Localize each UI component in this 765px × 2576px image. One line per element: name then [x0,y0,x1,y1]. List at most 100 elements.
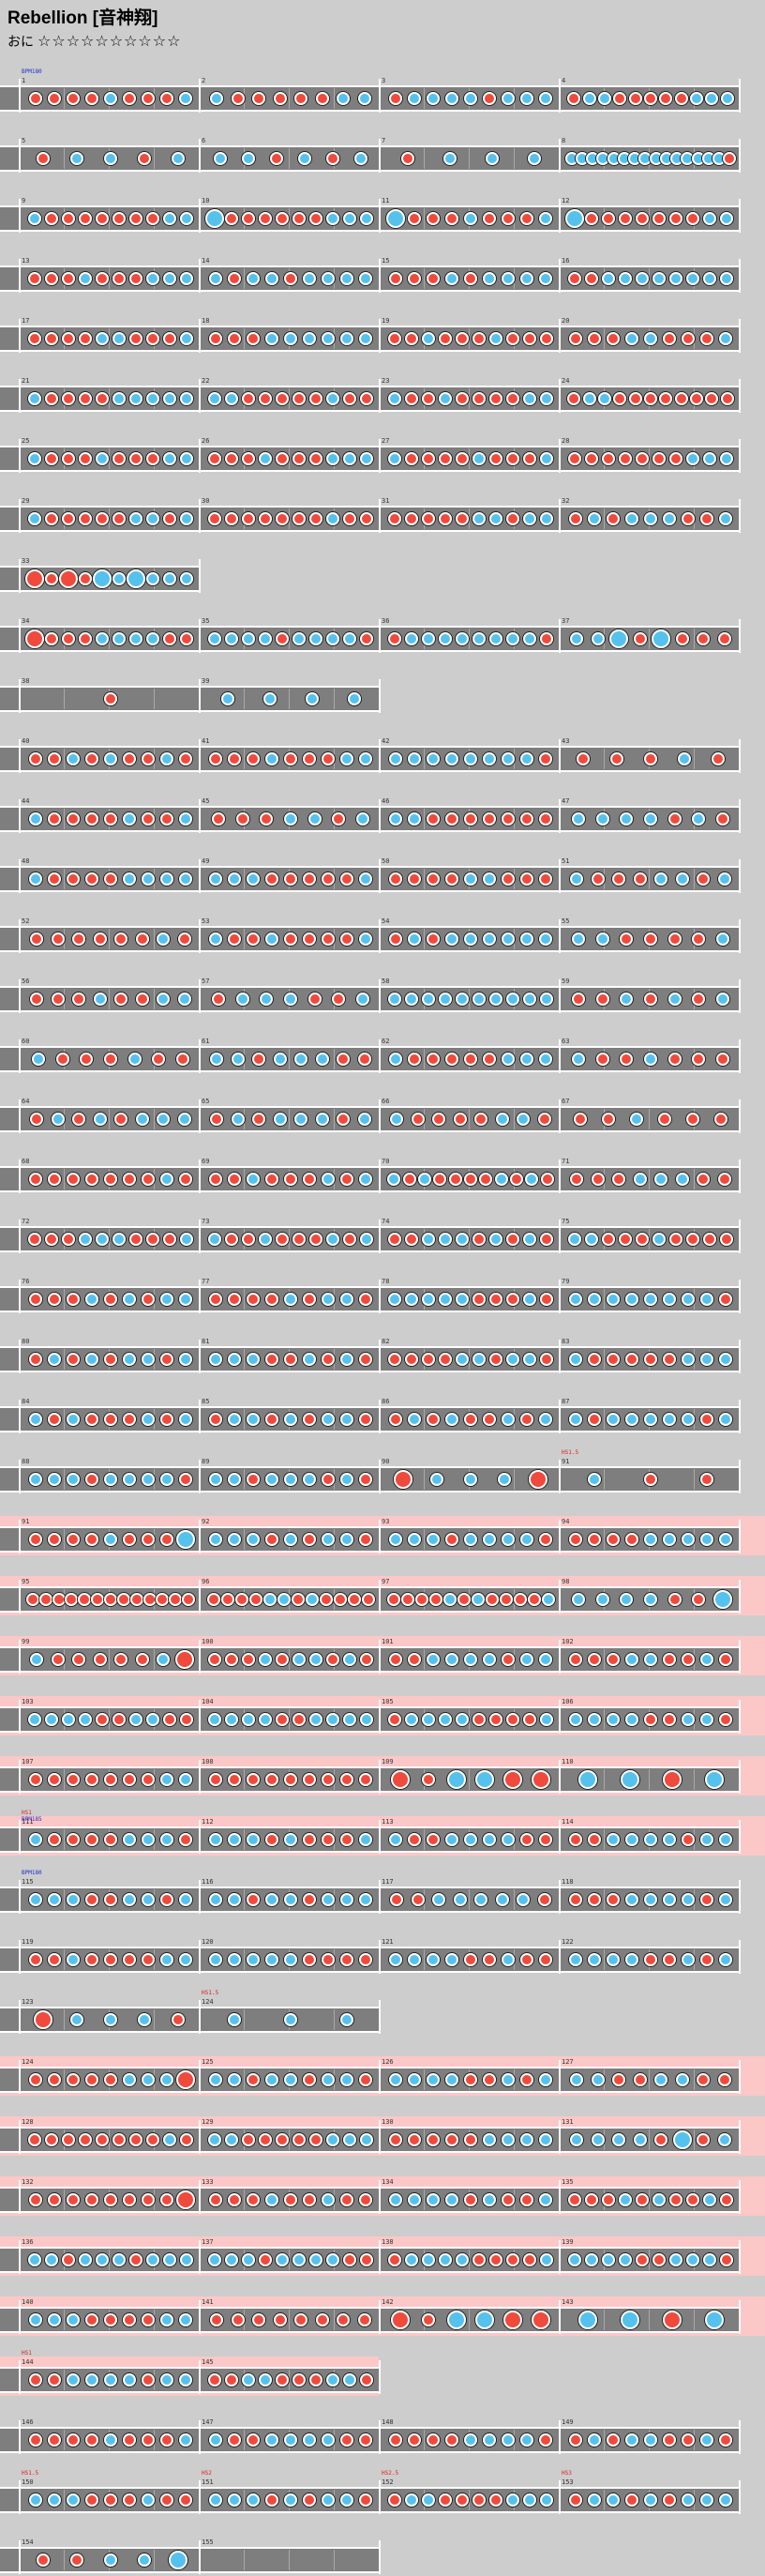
don-note [464,1173,477,1186]
don-note [520,1413,533,1426]
ka-big-note [578,2311,597,2329]
ka-note [29,1413,42,1426]
beat-line [649,1769,650,1790]
ka-note [322,2193,335,2206]
ka-note [523,993,536,1006]
don-note [29,2073,42,2086]
measure-barline [559,199,561,233]
track-edge [0,1791,741,1793]
ka-note [67,1413,80,1426]
ka-note [209,1353,222,1366]
don-note [439,452,452,465]
don-note [146,2133,159,2146]
ka-note [180,572,193,585]
don-note [719,2433,732,2447]
measure-number: 81 [202,1338,210,1345]
don-note [537,1113,551,1126]
ka-note [284,1833,297,1846]
ka-note [247,2493,260,2507]
ka-note [422,2493,435,2507]
track-edge [0,2451,741,2453]
ka-big-note [565,209,584,228]
beat-line [289,2250,290,2270]
measure-number: 76 [22,1278,30,1285]
ka-note [686,272,699,285]
beat-line [694,1769,695,1790]
don-note [51,1653,65,1666]
beat-line [604,1469,605,1490]
don-note [259,392,272,405]
ka-note [179,1293,192,1306]
don-note [104,1773,117,1786]
beat-line [244,1529,245,1550]
ka-note [682,2493,695,2507]
ka-note [142,1473,155,1486]
don-note [129,272,142,285]
don-note [408,272,421,285]
don-note [29,1533,42,1546]
measure-number: 62 [382,1038,390,1045]
ka-note [142,1413,155,1426]
don-note [123,2313,136,2326]
measure-number: 14 [202,257,210,265]
beat-line [64,1349,65,1370]
measure-number: 152 [382,2478,394,2486]
measure-number: 29 [22,497,30,505]
don-note [231,2313,245,2326]
don-note [55,1053,69,1066]
ka-note [179,2313,192,2326]
don-note [663,1353,676,1366]
beat-line [649,448,650,469]
beat-line [64,2370,65,2390]
measure-barline [199,319,201,353]
don-note [602,1233,615,1246]
ka-note [259,452,272,465]
ka-note [625,1833,638,1846]
measure-number: 131 [562,2118,574,2126]
chart-row: 123 124 HS1.5 [0,1991,765,2036]
don-note [520,2073,533,2086]
don-note [112,212,126,225]
ka-note [464,92,477,105]
ka-note [539,1413,552,1426]
don-note [225,512,238,525]
don-note [104,2313,117,2326]
track-edge [0,1010,741,1012]
don-note [123,2493,136,2507]
don-note [104,1353,117,1366]
ka-note [700,2493,713,2507]
don-note [359,1353,372,1366]
beat-line [604,508,605,529]
measure-number: 26 [202,437,210,445]
don-note [439,1353,452,1366]
don-note [247,932,260,946]
ka-note [359,332,372,345]
ka-note [389,2193,402,2206]
ka-note [523,1233,536,1246]
measure-barline [559,2480,561,2514]
don-note [160,2193,173,2206]
don-note [48,1533,61,1546]
don-note [474,1113,488,1126]
measure-number: 54 [382,917,390,925]
ka-note [700,1713,713,1726]
don-note [129,2133,142,2146]
ka-note [259,1233,272,1246]
measure-barline [19,1340,21,1373]
don-note [67,1833,80,1846]
measure-number: 83 [562,1338,570,1345]
don-note [427,932,440,946]
beat-line [64,2190,65,2210]
track-edge [0,2571,381,2573]
measure-barline [199,1220,201,1253]
measure-number: 109 [382,1758,394,1765]
track-edge [0,2211,741,2213]
don-note [242,392,255,405]
ka-note [585,2253,598,2266]
ka-big-note [609,629,629,648]
ka-note [284,1293,297,1306]
ka-big-note [578,1770,597,1789]
measure-number: 45 [202,797,210,805]
ka-note [405,1293,418,1306]
